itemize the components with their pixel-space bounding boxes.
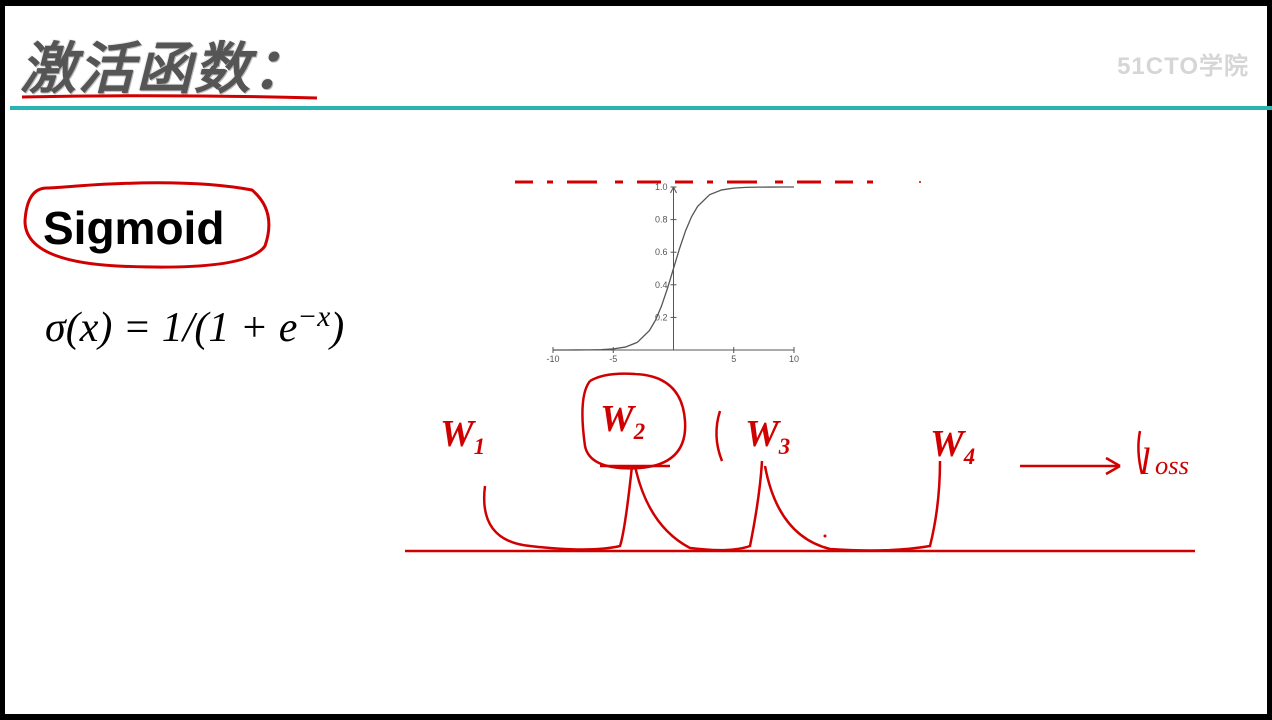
svg-text:l: l <box>1140 441 1151 483</box>
handwritten-annotations: W1 W2 W3 W4 loss <box>400 366 1230 576</box>
sigmoid-chart: -10-55100.20.40.60.81.0 <box>525 181 800 366</box>
watermark-logo: 51CTO学院 <box>1117 46 1249 81</box>
svg-text:W3: W3 <box>745 413 790 459</box>
svg-text:0.6: 0.6 <box>655 247 668 257</box>
svg-text:W2: W2 <box>600 398 645 444</box>
title-underline <box>17 92 327 102</box>
svg-text:-5: -5 <box>609 354 617 364</box>
svg-text:W4: W4 <box>930 423 975 469</box>
section-circle-annotation <box>17 176 277 276</box>
slide: 激活函数： 51CTO学院 Sigmoid σ(x) = 1/(1 + e−x)… <box>5 6 1267 714</box>
svg-text:-10: -10 <box>546 354 559 364</box>
svg-text:W1: W1 <box>440 413 485 459</box>
horizontal-rule <box>10 106 1272 110</box>
svg-text:10: 10 <box>789 354 799 364</box>
svg-text:5: 5 <box>731 354 736 364</box>
svg-text:oss: oss <box>1155 450 1189 480</box>
sigmoid-formula: σ(x) = 1/(1 + e−x) <box>45 301 344 352</box>
svg-text:0.4: 0.4 <box>655 280 668 290</box>
svg-text:0.8: 0.8 <box>655 215 668 225</box>
svg-text:1.0: 1.0 <box>655 182 668 192</box>
